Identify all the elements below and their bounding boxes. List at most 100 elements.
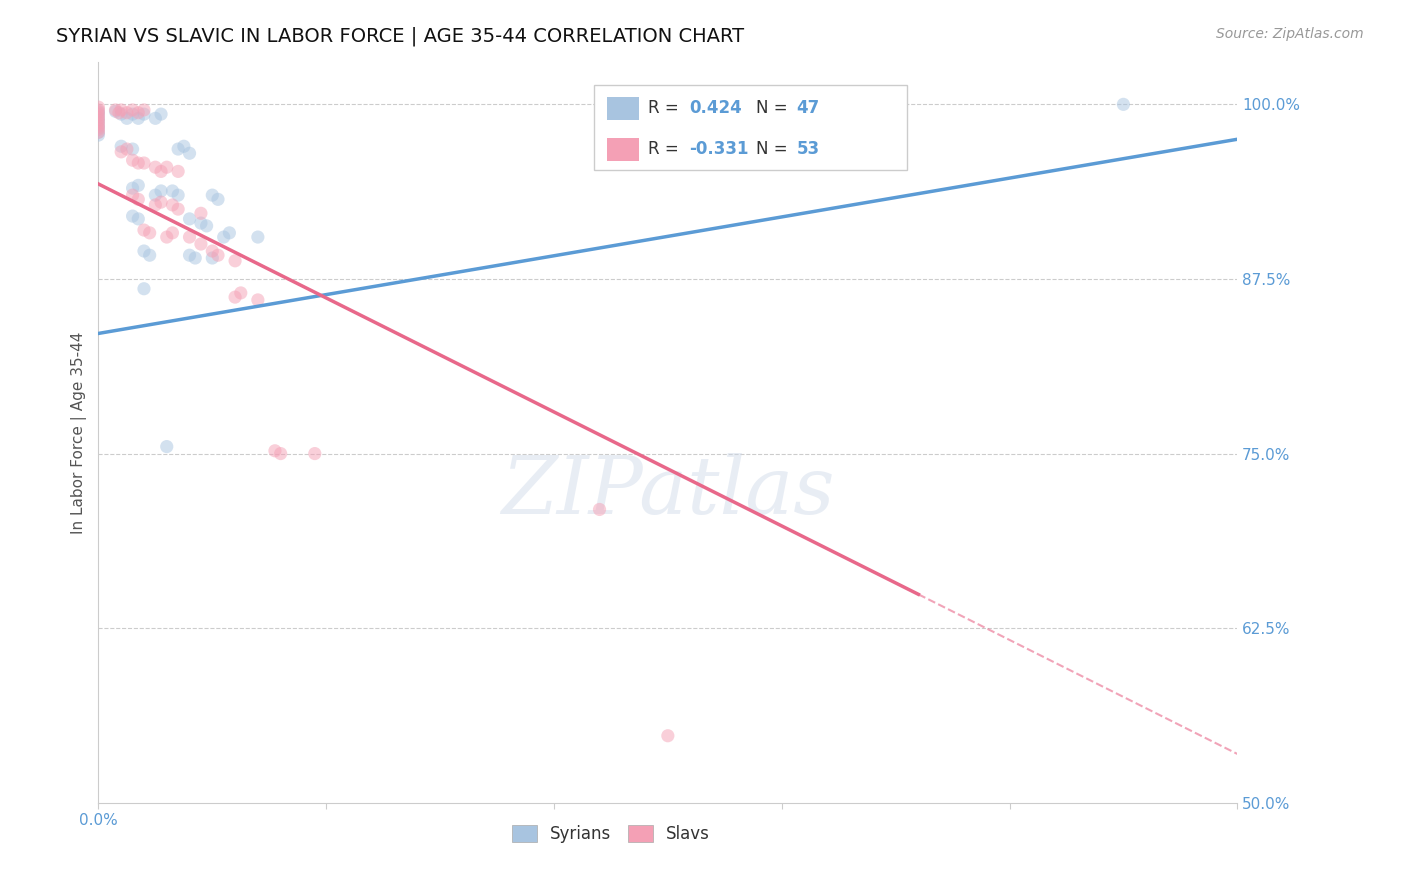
Point [138,248,160,262]
Point [167,202,190,216]
Point [87,109,110,123]
Point [201,244,224,258]
Point [167,188,190,202]
Point [132,107,155,121]
Point [145,198,167,212]
Point [115,105,138,120]
Point [162,184,184,198]
Point [212,230,235,244]
Point [588,502,610,516]
Text: 0.424: 0.424 [689,100,742,118]
Point [87,125,110,139]
Point [167,164,190,178]
Point [657,729,679,743]
Point [218,226,240,240]
Bar [607,96,640,120]
Point [162,198,184,212]
Point [121,107,143,121]
Point [179,146,201,161]
Point [162,226,184,240]
Point [150,195,173,210]
Point [167,142,190,156]
Point [138,226,160,240]
Point [121,153,143,168]
Text: ZIPatlas: ZIPatlas [501,453,835,531]
Text: R =: R = [648,140,685,159]
Text: 53: 53 [797,140,820,159]
Point [104,104,127,119]
Point [121,103,143,117]
Point [127,211,149,226]
Point [145,160,167,174]
Point [184,251,207,265]
Y-axis label: In Labor Force | Age 35-44: In Labor Force | Age 35-44 [72,332,87,533]
Point [87,114,110,128]
Point [110,145,132,159]
Point [190,237,212,252]
Point [104,103,127,117]
Point [87,120,110,134]
Point [150,184,173,198]
Point [201,188,224,202]
Point [87,112,110,126]
Text: Source: ZipAtlas.com: Source: ZipAtlas.com [1216,27,1364,41]
Point [132,244,155,258]
Point [127,112,149,126]
Point [87,125,110,139]
Point [121,181,143,195]
Text: 47: 47 [797,100,820,118]
Point [87,107,110,121]
Point [110,107,132,121]
Legend: Syrians, Slavs: Syrians, Slavs [505,819,717,850]
Text: -0.331: -0.331 [689,140,749,159]
Point [87,105,110,120]
Point [179,248,201,262]
Point [201,251,224,265]
Point [145,112,167,126]
Point [150,107,173,121]
Point [190,206,212,220]
Point [179,230,201,244]
Point [110,103,132,117]
Point [127,192,149,206]
Point [87,117,110,131]
Point [87,112,110,126]
Bar [607,137,640,161]
Point [132,156,155,170]
Point [229,285,252,300]
Point [156,440,179,454]
Point [87,122,110,136]
Point [246,293,269,307]
Point [264,443,287,458]
Point [115,112,138,126]
Point [224,253,246,268]
Point [115,142,138,156]
Point [127,105,149,120]
Point [121,188,143,202]
Point [127,156,149,170]
Point [207,192,229,206]
Point [110,139,132,153]
Point [179,211,201,226]
Point [195,219,218,233]
Point [150,164,173,178]
Point [87,118,110,132]
Text: R =: R = [648,100,685,118]
Point [224,290,246,304]
Point [156,160,179,174]
Point [145,188,167,202]
FancyBboxPatch shape [593,85,907,169]
Point [173,139,195,153]
Point [132,103,155,117]
Point [270,446,292,460]
Text: N =: N = [755,140,793,159]
Point [87,114,110,128]
Point [87,100,110,114]
Point [87,128,110,142]
Point [190,216,212,230]
Point [121,142,143,156]
Point [121,209,143,223]
Text: N =: N = [755,100,793,118]
Point [207,248,229,262]
Point [156,230,179,244]
